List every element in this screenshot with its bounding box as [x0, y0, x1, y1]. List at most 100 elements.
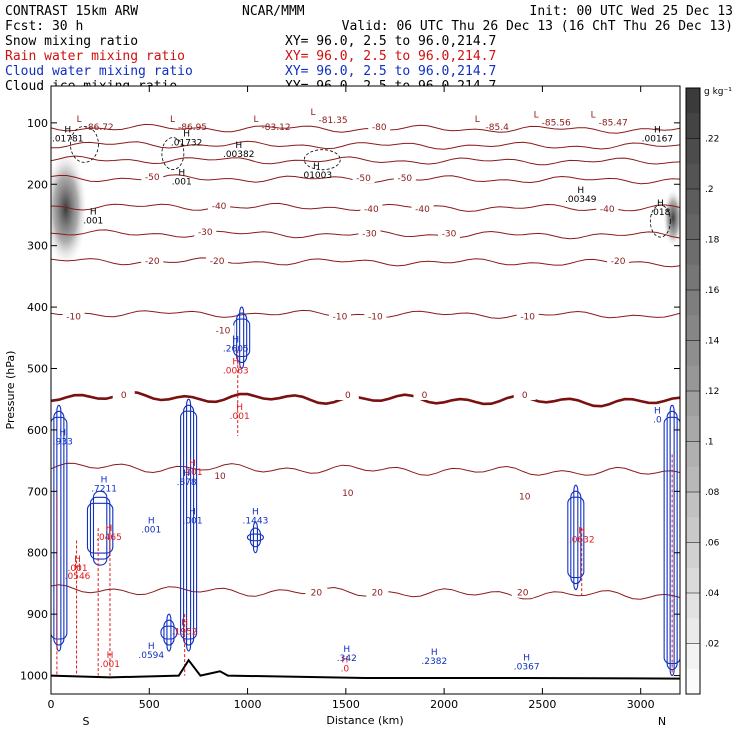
temperature-label-25: 10 [519, 492, 531, 502]
colorbar-tick-label-4: .14 [705, 337, 720, 347]
colorbar-segment-6 [686, 239, 700, 266]
temperature-label-14: -10 [66, 312, 81, 322]
colorbar-segment-14 [686, 441, 700, 468]
colorbar-segment-19 [686, 567, 700, 594]
snow-maximum-label-5: .00167 [642, 134, 674, 144]
cloud-water-contour-2-0 [186, 398, 192, 652]
cloud-water-maximum-label-7: .0594 [138, 651, 164, 661]
temperature-label-bg-4 [208, 200, 231, 211]
cloud-water-contour-3-2 [233, 318, 251, 358]
temperature-label-bg-9 [358, 228, 381, 239]
colorbar-tick-label-10: .02 [705, 640, 719, 650]
snow-maximum-label-3: .01003 [301, 171, 333, 181]
y-tick-label-3: 400 [27, 301, 48, 314]
temperature-label-bg-12 [206, 256, 229, 267]
minimum-label-5: -85.56 [542, 118, 571, 128]
colorbar-segment-17 [686, 517, 700, 543]
cloud-water-contour-7-1 [163, 619, 175, 646]
y-tick-label-7: 800 [27, 547, 48, 560]
plot-area [51, 86, 680, 694]
temperature-label-2: -50 [356, 174, 371, 184]
temperature-label-8: -30 [198, 228, 213, 238]
temperature-label-16: -10 [333, 312, 348, 322]
cloud-water-contour-5-2 [567, 496, 585, 579]
temperature-label-bg-14 [62, 311, 85, 322]
colorbar: .22 .2 .18 .16 .14 .12 .1 .08 .06 .04 .02 g kg⁻¹ [685, 87, 732, 695]
snow-maximum-label-6: .001 [172, 177, 192, 187]
temperature-contour-0 [51, 390, 680, 408]
x-tick-label-2: 1000 [234, 698, 262, 711]
temperature-label-bg-15 [211, 325, 234, 336]
minimum-label-3: -81.35 [319, 116, 348, 126]
colorbar-tick-label-3: .16 [705, 286, 720, 296]
rain-maximum-label-7: .001 [100, 660, 120, 670]
temperature-label-23: 10 [214, 472, 226, 482]
cloud-water-maximum-label-5: .1443 [243, 516, 269, 526]
header-field-snow: Snow mixing ratio [5, 34, 138, 49]
cloud-water-maximum-marker-9: H [431, 648, 438, 658]
header: CONTRAST 15km ARW Fcst: 30 h Snow mixing… [5, 4, 733, 94]
minimum-label-1: -86.95 [178, 123, 207, 133]
temperature-label-bg-19 [112, 389, 135, 400]
temperature-label-4: -40 [212, 202, 227, 212]
temperature-label-22: 0 [522, 391, 528, 401]
header-xy-snow: XY= 96.0, 2.5 to 96.0,214.7 [285, 34, 496, 49]
header-field-rain: Rain water mixing ratio [5, 49, 185, 64]
colorbar-segment-2 [686, 138, 700, 165]
header-xy-rain: XY= 96.0, 2.5 to 96.0,214.7 [285, 49, 496, 64]
cloud-water-maximum-marker-5: H [252, 507, 259, 517]
temperature-label-21: 0 [422, 391, 428, 401]
cloud-water-maximum-label-4: .001 [183, 516, 203, 526]
cloud-water-maximum-label-8: .342 [337, 654, 357, 664]
x-tick-label-4: 2000 [430, 698, 458, 711]
temperature-label-27: 20 [372, 589, 384, 599]
cloud-water-contour-1-0 [92, 490, 108, 566]
snow-maximum-label-7: .001 [83, 217, 103, 227]
cloud-water-maximum-marker-8: H [343, 645, 350, 655]
temperature-contour--80 [51, 123, 680, 134]
cloud-water-contour-7-0 [166, 613, 172, 652]
minimum-marker-3: L [311, 108, 316, 118]
temperature-label-19: 0 [121, 391, 127, 401]
temperature-label-bg-10 [438, 228, 461, 239]
snow-maximum-marker-4: H [577, 186, 584, 196]
snow-maximum-marker-1: H [183, 130, 190, 140]
colorbar-segment-21 [686, 618, 700, 644]
colorbar-segment-12 [686, 391, 700, 417]
cloud-water-contour-0-1 [53, 410, 65, 646]
temperature-label-bg-13 [607, 256, 630, 267]
y-tick-label-4: 500 [27, 363, 48, 376]
colorbar-segment-15 [686, 466, 700, 493]
rain-maximum-marker-2: H [189, 459, 196, 469]
temperature-label-bg-23 [209, 471, 232, 482]
south-label: S [83, 715, 90, 728]
temperature-contour-20 [51, 584, 680, 600]
cloud-water-contour-5-0 [573, 484, 579, 591]
cloud-water-contour-2-1 [183, 404, 195, 646]
cloud-water-maximum-label-1: .7211 [91, 484, 117, 494]
y-tick-label-8: 900 [27, 608, 48, 621]
cloud-water-maximum-marker-11: H [654, 407, 661, 417]
y-tick-label-9: 1000 [20, 670, 48, 683]
minimum-marker-0: L [77, 115, 82, 125]
colorbar-segment-16 [686, 492, 700, 518]
temperature-contour-10 [51, 462, 680, 476]
terrain-line [51, 658, 680, 680]
colorbar-tick-label-2: .18 [705, 236, 720, 246]
snow-maximum-marker-5: H [654, 125, 661, 135]
header-fcst: Fcst: 30 h [5, 19, 83, 34]
cloud-water-contour-2-2 [180, 410, 198, 640]
snow-shade-0 [51, 148, 88, 269]
temperature-label-bg-0 [368, 122, 391, 133]
snow-maximum-label-2: .00382 [223, 150, 255, 160]
colorbar-unit: g kg⁻¹ [704, 87, 732, 97]
colorbar-tick-label-0: .22 [705, 135, 719, 145]
temperature-label-bg-6 [411, 203, 434, 214]
cloud-water-maximum-marker-0: H [59, 429, 66, 439]
cloud-water-maximum-marker-7: H [148, 642, 155, 652]
colorbar-tick-label-8: .06 [705, 539, 720, 549]
colorbar-segment-18 [686, 542, 700, 569]
cloud-water-contour-1-2 [86, 502, 114, 554]
temperature-label-7: -40 [600, 205, 615, 215]
